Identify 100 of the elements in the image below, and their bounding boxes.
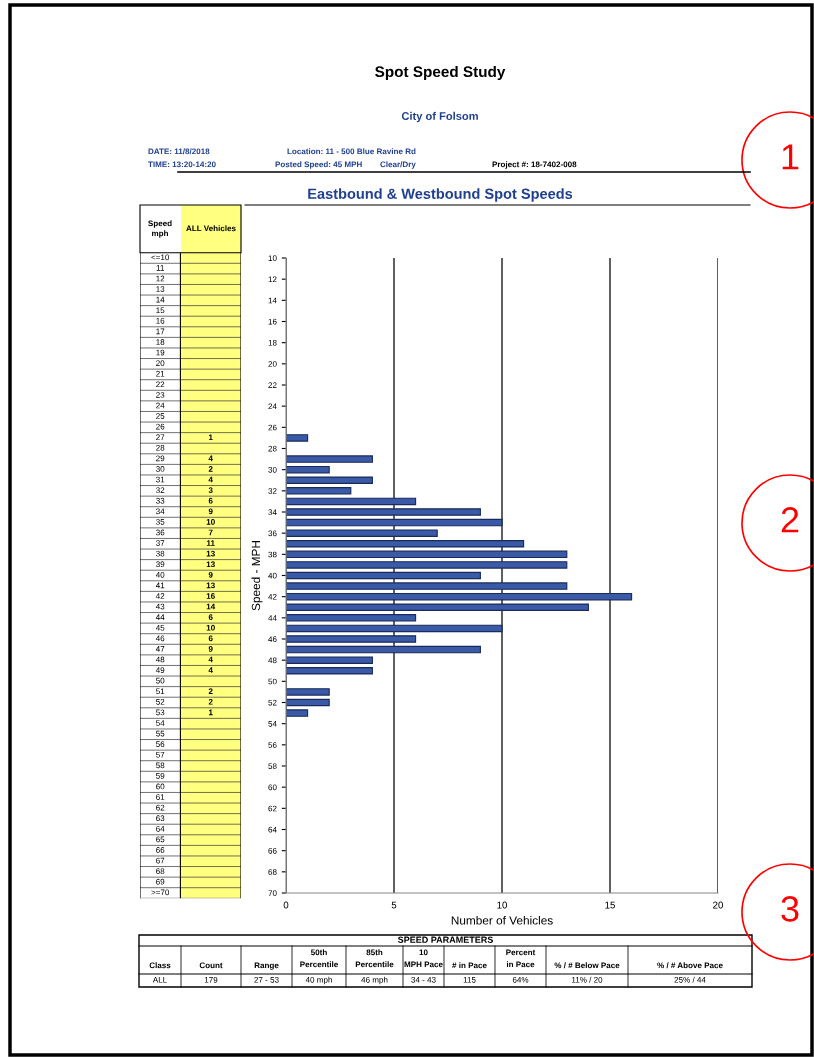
x-tick-label: 10 — [497, 901, 508, 909]
text: 2 — [781, 507, 799, 533]
text: 39 — [156, 561, 165, 568]
text: 64% — [512, 976, 529, 983]
text: 6 9 — [208, 635, 213, 652]
y-tick-label: 60 — [268, 784, 277, 791]
bar — [286, 465, 330, 474]
text: 28 — [156, 444, 165, 451]
text: 67 — [156, 857, 165, 864]
bar — [286, 571, 481, 580]
text: 1 — [782, 144, 799, 170]
bar — [286, 529, 438, 537]
y-tick-label: 64 — [268, 826, 277, 833]
text: 30 — [156, 466, 165, 472]
text: Location: 11 - 500 Blue Ravine Rd — [287, 148, 416, 155]
text: 55 — [156, 730, 165, 737]
y-tick-label: 32 — [268, 488, 277, 494]
text: <=10 — [151, 254, 170, 261]
text: 15 — [156, 307, 165, 314]
text: % / # Below Pace — [554, 962, 620, 969]
y-tick-label: 42 — [268, 593, 277, 600]
text: 13 — [206, 582, 215, 589]
y-tick-label: 30 — [268, 466, 277, 473]
text: 47 — [155, 646, 165, 652]
x-tick-label: 15 — [605, 901, 615, 909]
y-tick-label: 58 — [268, 763, 277, 769]
text: >=70 — [151, 889, 170, 896]
bar — [286, 476, 373, 484]
text: 32 — [156, 487, 165, 493]
text: 66 — [156, 847, 165, 853]
text: DATE: 11/8/2018 — [148, 148, 210, 155]
text: 58 — [156, 762, 165, 769]
text: 3 6 — [208, 487, 213, 504]
text: 50 — [156, 677, 165, 684]
bar — [286, 434, 309, 442]
text: Class — [149, 962, 171, 969]
text: 63 — [156, 815, 165, 822]
text: 69 — [156, 878, 165, 885]
y-tick-label: 70 — [268, 890, 277, 896]
bar — [286, 508, 481, 516]
text: City of Folsom — [401, 111, 478, 123]
bar — [286, 497, 417, 506]
text: 57 — [156, 751, 165, 758]
text: 11% / 20 — [572, 976, 603, 983]
text: 11 — [206, 540, 215, 546]
text: 40 — [155, 571, 165, 578]
bar — [286, 667, 373, 675]
bar — [286, 709, 309, 717]
text: 12 — [156, 275, 165, 282]
y-tick-label: 62 — [268, 805, 277, 812]
text: 34 — [156, 508, 165, 515]
y-tick-label: 52 — [268, 699, 277, 706]
bar — [286, 624, 503, 633]
text: 33 — [156, 497, 165, 504]
text: TIME: 13:20-14:20 — [148, 161, 216, 168]
text: 36 — [156, 529, 165, 536]
text: 46 — [155, 635, 165, 642]
text: 56 — [156, 741, 165, 747]
bar — [286, 518, 503, 527]
text: 4 — [208, 455, 213, 462]
text: 9 — [208, 508, 213, 515]
text: 43 — [155, 603, 165, 610]
text: 25 — [156, 413, 165, 419]
text: 7 — [208, 529, 213, 536]
text: 40 mph — [305, 976, 332, 985]
text: 49 — [155, 667, 165, 673]
y-tick-label: 56 — [268, 742, 277, 748]
y-tick-label: 48 — [268, 657, 277, 664]
text: 38 — [156, 550, 165, 557]
y-tick-label: 46 — [268, 636, 277, 642]
text: 61 — [156, 794, 165, 800]
text: 13 — [156, 286, 165, 292]
text: 34 - 43 — [411, 976, 436, 983]
text: 17 — [156, 328, 165, 335]
text: 19 — [156, 349, 165, 356]
y-tick-label: 38 — [268, 551, 277, 558]
y-tick-label: 12 — [268, 276, 277, 283]
text: 2 1 — [208, 698, 213, 716]
text: 51 — [156, 688, 165, 695]
text: 2 — [208, 688, 213, 694]
text: 18 — [156, 339, 165, 345]
text: 4 4 — [208, 656, 213, 673]
text: 6 — [208, 614, 213, 620]
text: 20 — [156, 360, 165, 366]
y-tick-label: 14 — [268, 297, 277, 304]
text: 14 — [206, 603, 216, 610]
chart-subtitle: Eastbound & Westbound Spot Speeds — [308, 188, 573, 202]
bar — [286, 582, 568, 590]
text: 37 — [156, 540, 165, 546]
text: Posted Speed: 45 MPH — [275, 161, 362, 169]
y-tick-label: 20 — [268, 361, 277, 367]
y-tick-label: 34 — [268, 509, 277, 515]
text: 10 MPH Pace — [404, 949, 443, 968]
text: ALL Vehicles — [186, 225, 236, 232]
text: Percent in Pace — [506, 949, 536, 968]
text: 13 — [206, 561, 215, 568]
text: 54 — [156, 720, 165, 726]
bar — [286, 603, 589, 611]
text: 10 — [206, 519, 215, 525]
x-tick-label: 5 — [391, 901, 397, 909]
